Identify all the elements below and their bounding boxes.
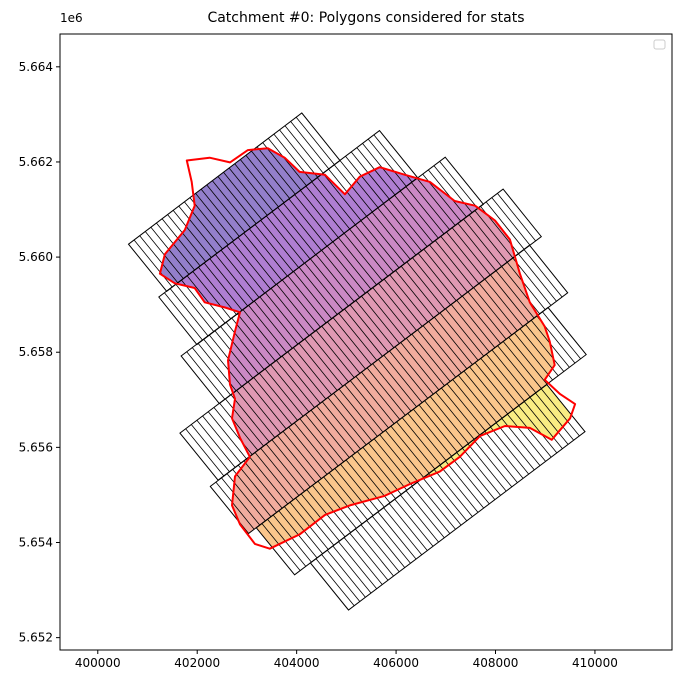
y-tick-label: 5.658 [19, 345, 53, 359]
strip-outline [255, 306, 587, 576]
axis-offset: 1e6 [60, 11, 83, 25]
x-tick-label: 404000 [274, 656, 320, 670]
chart-title: Catchment #0: Polygons considered for st… [207, 10, 524, 26]
strip-hatching [186, 161, 479, 400]
x-tick-label: 408000 [473, 656, 519, 670]
x-tick-label: 410000 [572, 656, 618, 670]
x-tick-label: 402000 [174, 656, 220, 670]
x-tick-label: 400000 [75, 656, 121, 670]
y-tick-label: 5.654 [19, 535, 53, 549]
axes-frame [59, 33, 673, 651]
clipped-fills [159, 148, 576, 549]
y-tick-label: 5.656 [19, 440, 53, 454]
y-tick-label: 5.662 [19, 155, 53, 169]
y-tick-label: 5.660 [19, 250, 53, 264]
catchment-outline [158, 147, 577, 550]
strip-hatching [215, 249, 563, 530]
strip-hatching [185, 193, 536, 477]
x-tick-label: 406000 [373, 656, 419, 670]
strip-fill [181, 157, 484, 404]
strip-fill [210, 245, 568, 534]
strip-hatching [315, 388, 580, 607]
y-tick-label: 5.652 [19, 631, 53, 645]
strip-hatching [133, 116, 335, 288]
y-tick-label: 5.664 [19, 60, 53, 74]
legend [653, 39, 666, 50]
strip-fill [179, 189, 542, 481]
